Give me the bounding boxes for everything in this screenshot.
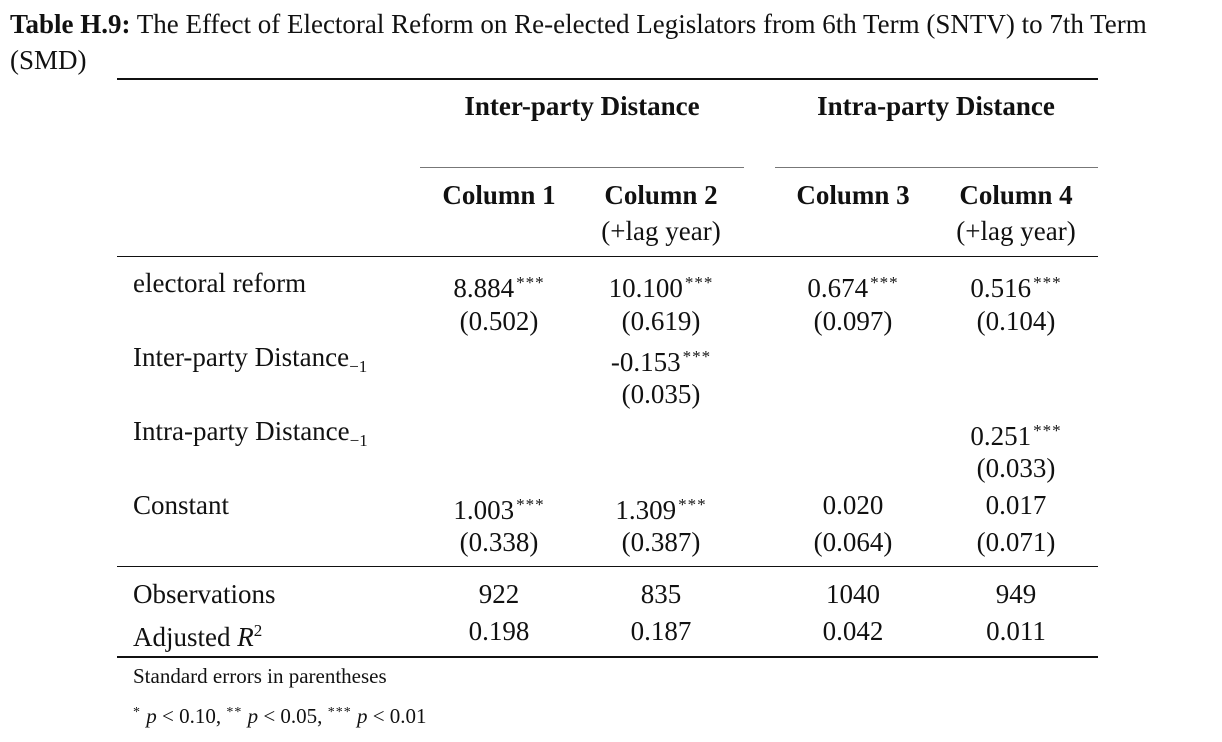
column-header-4: Column 4 [959, 180, 1073, 210]
coefficient-cell: 0.251 *** [970, 412, 1061, 455]
column-header-1: Column 1 [442, 180, 556, 210]
stat-value: 0.187 [630, 616, 692, 646]
top-rule [117, 78, 1098, 80]
standard-error-cell: (0.502) [459, 306, 539, 336]
stat-value: 1040 [826, 579, 880, 609]
significance-stars: *** [1033, 273, 1062, 292]
significance-stars: *** [678, 495, 707, 514]
significance-stars: *** [516, 273, 545, 292]
column-subheader-4: (+lag year) [956, 216, 1076, 246]
coefficient-value: -0.153 [610, 347, 681, 377]
note-significance: * p < 0.10, ** p < 0.05, *** p < 0.01 [133, 699, 427, 730]
significance-stars: *** [682, 347, 712, 366]
significance-stars: *** [1033, 421, 1062, 440]
row-label: electoral reform [133, 264, 306, 302]
significance-stars: *** [516, 495, 545, 514]
row-label: Intra-party Distance−1 [133, 412, 368, 460]
coefficient-value: 0.020 [822, 490, 884, 520]
coefficient-value: 0.017 [985, 490, 1047, 520]
note-threshold: p < 0.01 [351, 704, 427, 728]
stat-label-text: Adjusted [133, 622, 238, 652]
stat-value: 835 [640, 579, 682, 609]
standard-error-cell: (0.033) [976, 453, 1056, 483]
significance-stars: *** [684, 273, 714, 292]
column-header-3: Column 3 [796, 180, 910, 210]
row-label-text: electoral reform [133, 268, 307, 298]
row-label-text: Intra-party Distance [133, 416, 350, 446]
standard-error-cell: (0.387) [621, 527, 701, 557]
note-stars: ** [226, 705, 243, 720]
note-stars: * [133, 705, 141, 720]
stat-value: 0.042 [822, 616, 884, 646]
standard-error-cell: (0.097) [813, 306, 893, 336]
note-threshold: p < 0.10, [141, 704, 227, 728]
stat-value: 0.198 [468, 616, 530, 646]
stats-rule [117, 566, 1098, 567]
coefficient-value: 1.003 [453, 495, 515, 525]
row-label-subscript: −1 [349, 357, 368, 376]
coefficient-value: 0.674 [807, 273, 869, 303]
standard-error-cell: (0.064) [813, 527, 893, 557]
stat-label-symbol: R [237, 622, 254, 652]
coefficient-cell: -0.153 *** [611, 338, 711, 381]
standard-error-cell: (0.071) [976, 527, 1056, 557]
coefficient-cell: 1.309 *** [615, 486, 706, 529]
standard-error-cell: (0.338) [459, 527, 539, 557]
coefficient-cell: 0.020 [823, 486, 884, 524]
coefficient-value: 1.309 [615, 495, 677, 525]
stat-label-superscript: 2 [253, 621, 263, 640]
coefficient-cell: 0.516 *** [970, 264, 1061, 307]
bottom-rule [117, 656, 1098, 658]
standard-error-cell: (0.035) [621, 379, 701, 409]
standard-error-cell: (0.619) [621, 306, 701, 336]
group-header-inter: Inter-party Distance [464, 91, 700, 121]
row-label: Inter-party Distance−1 [133, 338, 367, 386]
stat-label: Adjusted R2 [133, 612, 262, 656]
stat-value: 949 [995, 579, 1037, 609]
note-stars: *** [327, 705, 352, 720]
caption-label: Table H.9: [10, 9, 131, 39]
coefficient-value: 8.884 [453, 273, 515, 303]
stat-value: 0.011 [986, 616, 1046, 646]
header-rule [117, 256, 1098, 257]
column-header-2: Column 2 [604, 180, 718, 210]
stat-label: Observations [133, 575, 275, 613]
group-underline-inter [420, 167, 744, 168]
group-underline-intra [775, 167, 1098, 168]
significance-stars: *** [870, 273, 899, 292]
stat-value: 922 [478, 579, 520, 609]
coefficient-cell: 0.017 [986, 486, 1047, 524]
coefficient-cell: 8.884 *** [453, 264, 544, 307]
caption-text: The Effect of Electoral Reform on Re-ele… [10, 9, 1147, 75]
coefficient-cell: 10.100 *** [609, 264, 714, 307]
coefficient-cell: 1.003 *** [453, 486, 544, 529]
row-label-text: Inter-party Distance [133, 342, 350, 372]
row-label-text: Constant [133, 490, 230, 520]
row-label-subscript: −1 [349, 431, 368, 450]
column-subheader-2: (+lag year) [601, 216, 721, 246]
coefficient-cell: 0.674 *** [807, 264, 898, 307]
coefficient-value: 0.516 [970, 273, 1032, 303]
stat-label-text: Observations [133, 579, 276, 609]
note-standard-errors: Standard errors in parentheses [133, 664, 387, 688]
row-label: Constant [133, 486, 229, 524]
group-header-intra: Intra-party Distance [817, 91, 1055, 121]
coefficient-value: 0.251 [970, 421, 1032, 451]
table-caption: Table H.9: The Effect of Electoral Refor… [10, 6, 1215, 78]
coefficient-value: 10.100 [608, 273, 683, 303]
note-threshold: p < 0.05, [242, 704, 328, 728]
standard-error-cell: (0.104) [976, 306, 1056, 336]
